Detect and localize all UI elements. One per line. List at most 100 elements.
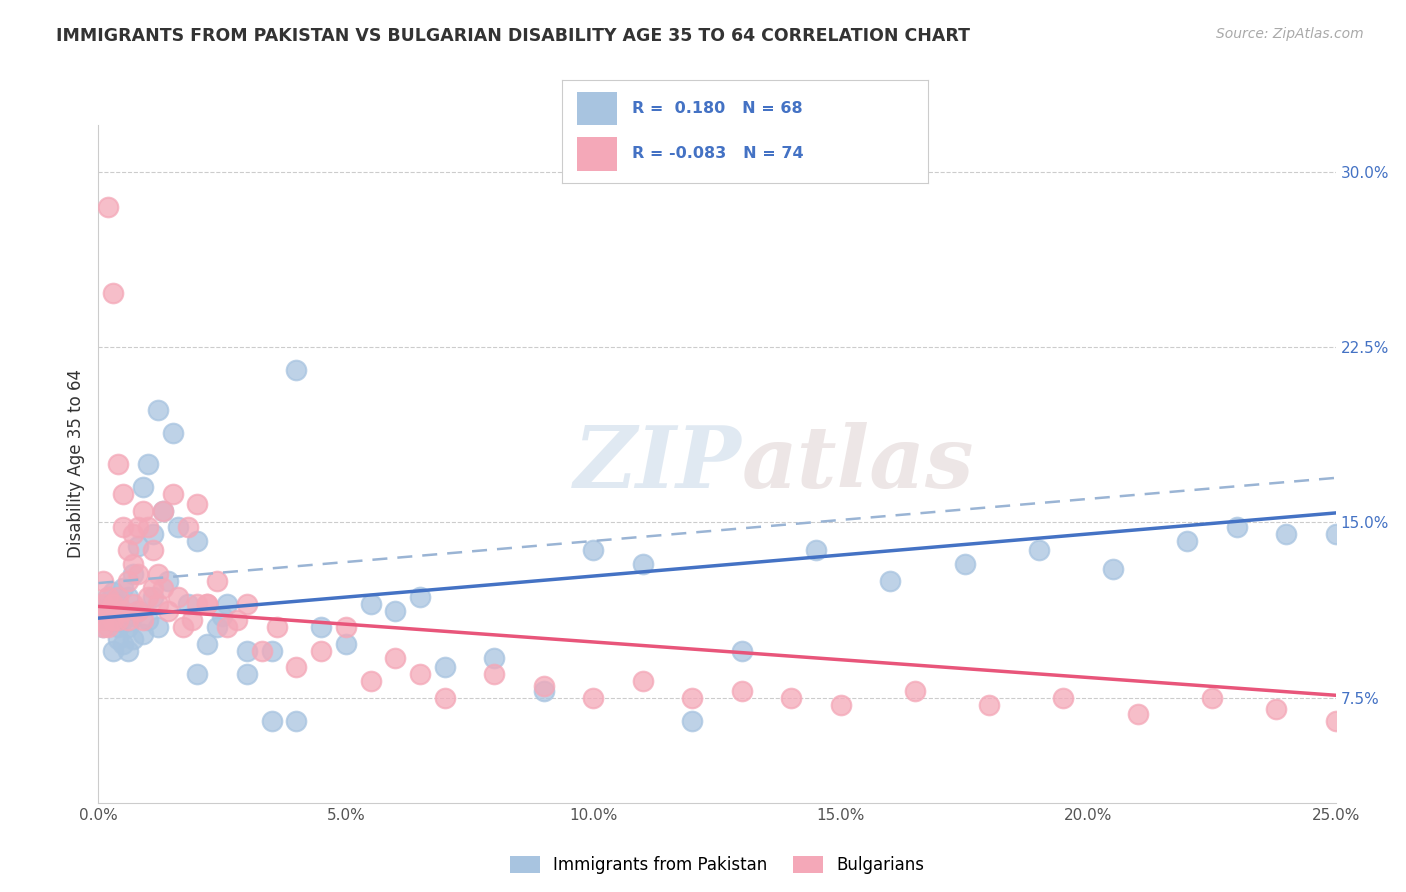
Legend: Immigrants from Pakistan, Bulgarians: Immigrants from Pakistan, Bulgarians [502,847,932,882]
Point [1265,702,1288,716]
Point [146,620,169,634]
Point [582,690,605,705]
Point [112,520,135,534]
Point [93,614,115,628]
Point [211,608,233,623]
Point [156,604,179,618]
Point [484,667,506,681]
Point [103,614,125,628]
Point [112,487,135,501]
Point [830,698,852,712]
Point [166,520,188,534]
Text: Source: ZipAtlas.com: Source: ZipAtlas.com [1216,27,1364,41]
Y-axis label: Disability Age 35 to 64: Disability Age 35 to 64 [66,369,84,558]
Point [117,590,139,604]
Point [122,566,145,581]
Point [122,527,145,541]
Point [409,590,432,604]
Point [260,714,283,728]
Point [146,403,169,417]
Point [117,620,139,634]
Point [804,543,827,558]
Point [132,627,155,641]
Point [433,690,456,705]
Point [186,667,208,681]
Point [97,590,120,604]
Point [360,674,382,689]
Point [533,683,555,698]
Text: R =  0.180   N = 68: R = 0.180 N = 68 [631,101,803,116]
Point [107,597,129,611]
Point [97,614,120,628]
Point [107,614,129,628]
Point [1275,527,1298,541]
Point [132,480,155,494]
Point [136,457,159,471]
Point [122,608,145,623]
Point [117,644,139,658]
Text: ZIP: ZIP [574,422,742,506]
Point [181,614,204,628]
Point [433,660,456,674]
Point [127,520,149,534]
Point [93,574,115,588]
Point [217,620,239,634]
Point [1175,533,1198,548]
Point [176,597,198,611]
Point [122,597,145,611]
Point [146,597,169,611]
Point [117,614,139,628]
Point [156,574,179,588]
Point [1226,520,1249,534]
Point [132,503,155,517]
Point [582,543,605,558]
Point [166,590,188,604]
Point [122,632,145,647]
Point [127,604,149,618]
Point [979,698,1001,712]
Point [142,581,165,595]
Point [409,667,432,681]
Point [195,597,218,611]
Point [285,363,308,377]
Point [103,644,125,658]
Point [107,590,129,604]
Point [142,590,165,604]
Point [112,614,135,628]
Point [107,632,129,647]
Point [195,637,218,651]
Point [309,620,332,634]
Point [142,543,165,558]
Point [236,644,259,658]
Point [1052,690,1074,705]
Point [103,604,125,618]
Text: atlas: atlas [742,422,974,506]
Point [236,597,259,611]
Point [1102,562,1125,576]
Point [93,620,115,634]
Point [107,620,129,634]
Text: IMMIGRANTS FROM PAKISTAN VS BULGARIAN DISABILITY AGE 35 TO 64 CORRELATION CHART: IMMIGRANTS FROM PAKISTAN VS BULGARIAN DI… [56,27,970,45]
Text: R = -0.083   N = 74: R = -0.083 N = 74 [631,146,803,161]
Point [236,667,259,681]
Point [217,597,239,611]
Point [250,644,273,658]
Point [681,690,703,705]
Point [117,574,139,588]
Point [127,566,149,581]
Point [97,604,120,618]
Point [1126,706,1149,721]
FancyBboxPatch shape [576,136,617,170]
Point [97,620,120,634]
Point [176,520,198,534]
Point [93,620,115,634]
Point [172,620,194,634]
Point [146,566,169,581]
Point [384,604,406,618]
Point [731,683,754,698]
Point [93,597,115,611]
Point [93,608,115,623]
Point [205,620,228,634]
Point [780,690,803,705]
Point [107,457,129,471]
